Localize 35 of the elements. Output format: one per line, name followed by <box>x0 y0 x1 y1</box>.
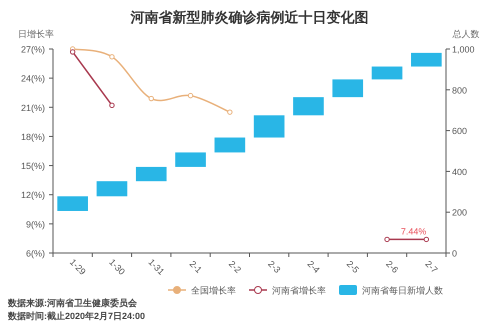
ytick: 15(%) <box>20 161 45 172</box>
y2tick: 800 <box>452 85 468 96</box>
annotation: 7.44% <box>400 226 426 236</box>
y2tick: 200 <box>452 208 468 218</box>
ytick: 6(%) <box>26 248 45 258</box>
legend-item: 河南省每日新增人数 <box>339 285 443 296</box>
ytick: 21(%) <box>20 102 45 113</box>
title: 河南省新型肺炎确诊病例近十日变化图 <box>130 9 368 25</box>
xtick: 2-6 <box>384 258 400 276</box>
y2label: 总人数 <box>452 29 480 39</box>
ytick: 27(%) <box>20 44 45 54</box>
y2tick: 0 <box>452 248 458 258</box>
y2tick: 600 <box>452 126 468 136</box>
xtick: 2-3 <box>266 258 282 276</box>
legend-label: 河南省增长率 <box>272 286 326 296</box>
ytick: 12(%) <box>20 190 45 200</box>
xtick: 2-4 <box>305 258 322 276</box>
y2tick: 400 <box>452 166 468 177</box>
y2tick: 1,000 <box>452 44 475 54</box>
xtick: 1-30 <box>107 256 127 277</box>
xtick: 1-29 <box>68 256 88 277</box>
ytick: 9(%) <box>26 219 45 230</box>
note: 数据时间:截止2020年2月7日24:00 <box>8 311 146 321</box>
legend-item: 河南省增长率 <box>249 286 326 296</box>
note: 数据来源:河南省卫生健康委员会 <box>8 298 137 308</box>
legend-label: 全国增长率 <box>191 286 236 296</box>
ylabel: 日增长率 <box>18 29 54 39</box>
legend-label: 河南省每日新增人数 <box>362 286 443 296</box>
xtick: 2-5 <box>344 258 361 276</box>
legend-item: 全国增长率 <box>168 286 236 296</box>
xtick: 2-1 <box>188 258 204 276</box>
ytick: 18(%) <box>20 132 45 142</box>
xtick: 2-2 <box>226 258 244 276</box>
ytick: 24(%) <box>20 74 45 84</box>
xtick: 2-7 <box>423 258 440 276</box>
